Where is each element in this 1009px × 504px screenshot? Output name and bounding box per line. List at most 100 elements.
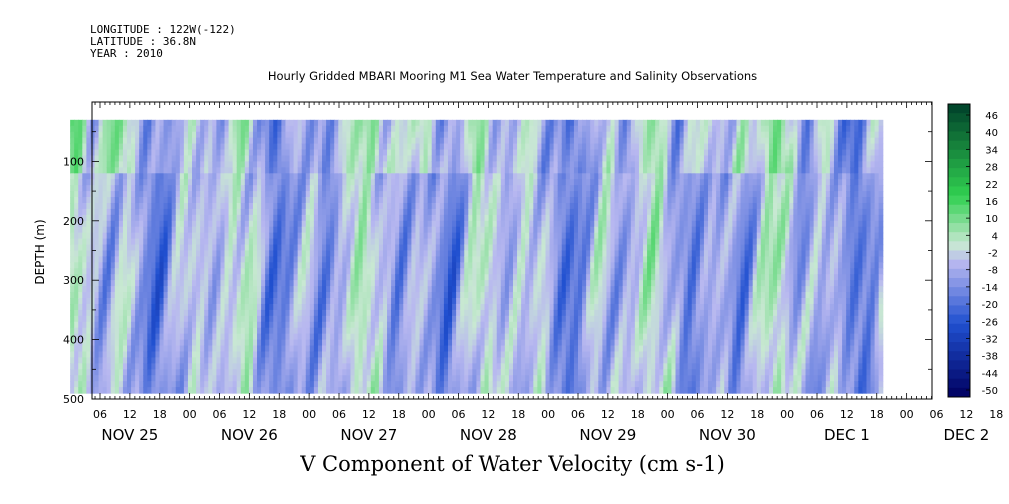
heatmap-cell — [192, 149, 197, 157]
heatmap-cell — [456, 303, 461, 311]
heatmap-cell — [147, 369, 152, 376]
heatmap-cell — [293, 131, 299, 139]
heatmap-cell — [322, 173, 327, 180]
heatmap-cell — [350, 250, 356, 258]
heatmap-cell — [427, 381, 433, 388]
heatmap-cell — [236, 173, 242, 180]
heatmap-cell — [488, 185, 494, 192]
heatmap-cell — [338, 208, 343, 216]
heatmap-cell — [484, 321, 490, 329]
heatmap-cell — [443, 155, 449, 162]
heatmap-cell — [82, 161, 87, 168]
heatmap-cell — [200, 381, 205, 388]
heatmap-cell — [301, 357, 307, 364]
heatmap-cell — [338, 274, 343, 281]
heatmap-cell — [427, 268, 433, 275]
heatmap-cell — [175, 315, 181, 323]
heatmap-cell — [411, 197, 417, 204]
heatmap-cell — [419, 232, 425, 240]
heatmap-cell — [301, 197, 307, 204]
heatmap-cell — [139, 131, 144, 139]
heatmap-cell — [395, 315, 400, 323]
heatmap-cell — [151, 185, 157, 192]
heatmap-cell — [196, 155, 201, 162]
heatmap-cell — [419, 220, 425, 228]
heatmap-cell — [289, 197, 295, 204]
heatmap-cell — [484, 351, 490, 359]
heatmap-cell — [374, 298, 380, 305]
heatmap-cell — [443, 292, 449, 299]
heatmap-cell — [496, 309, 502, 317]
heatmap-cell — [252, 167, 258, 174]
heatmap-cell — [293, 185, 299, 192]
heatmap-cell — [269, 191, 274, 198]
heatmap-cell — [208, 167, 213, 174]
heatmap-cell — [139, 197, 144, 204]
heatmap-cell — [500, 339, 506, 347]
heatmap-cell — [366, 238, 372, 246]
heatmap-cell — [248, 197, 254, 204]
heatmap-cell — [167, 309, 173, 317]
heatmap-cell — [135, 125, 140, 133]
heatmap-cell — [86, 381, 92, 388]
heatmap-cell — [155, 292, 161, 299]
heatmap-cell — [395, 220, 400, 228]
heatmap-cell — [252, 298, 258, 305]
heatmap-cell — [277, 161, 282, 168]
heatmap-cell — [330, 357, 335, 364]
heatmap-cell — [378, 292, 384, 299]
heatmap-cell — [488, 179, 494, 186]
heatmap-cell — [98, 292, 104, 299]
heatmap-cell — [366, 137, 372, 145]
heatmap-cell — [265, 309, 270, 317]
heatmap-cell — [70, 214, 75, 222]
heatmap-cell — [293, 179, 299, 186]
heatmap-cell — [257, 339, 262, 347]
heatmap-cell — [289, 292, 295, 299]
heatmap-cell — [192, 131, 197, 139]
heatmap-cell — [208, 214, 213, 222]
heatmap-cell — [496, 244, 502, 252]
heatmap-cell — [456, 321, 461, 329]
heatmap-cell — [114, 309, 120, 317]
heatmap-cell — [269, 292, 274, 299]
heatmap-cell — [90, 119, 96, 127]
heatmap-cell — [122, 333, 128, 341]
heatmap-cell — [127, 244, 132, 252]
heatmap-cell — [114, 274, 120, 281]
heatmap-cell — [411, 220, 417, 228]
heatmap-cell — [496, 274, 502, 281]
heatmap-cell — [464, 137, 469, 145]
heatmap-cell — [293, 315, 299, 323]
heatmap-cell — [220, 167, 226, 174]
heatmap-cell — [131, 137, 136, 145]
heatmap-cell — [212, 179, 217, 186]
heatmap-cell — [192, 363, 197, 370]
heatmap-cell — [281, 214, 287, 222]
heatmap-cell — [322, 274, 327, 281]
heatmap-cell — [252, 369, 258, 376]
heatmap-cell — [407, 357, 413, 364]
heatmap-cell — [86, 208, 92, 216]
heatmap-cell — [313, 381, 319, 388]
heatmap-cell — [70, 119, 75, 127]
heatmap-cell — [362, 232, 368, 240]
heatmap-cell — [354, 327, 360, 335]
heatmap-cell — [228, 161, 234, 168]
heatmap-cell — [480, 191, 486, 198]
heatmap-cell — [289, 262, 295, 269]
heatmap-cell — [135, 351, 140, 359]
heatmap-cell — [452, 333, 457, 341]
heatmap-cell — [135, 149, 140, 157]
heatmap-cell — [326, 238, 331, 246]
heatmap-cell — [354, 119, 360, 127]
heatmap-cell — [281, 327, 287, 335]
heatmap-cell — [391, 238, 396, 246]
heatmap-cell — [326, 131, 331, 139]
heatmap-cell — [192, 173, 197, 180]
heatmap-cell — [106, 119, 112, 127]
heatmap-cell — [456, 250, 461, 258]
heatmap-cell — [464, 238, 469, 246]
heatmap-cell — [334, 179, 339, 186]
heatmap-cell — [208, 197, 213, 204]
